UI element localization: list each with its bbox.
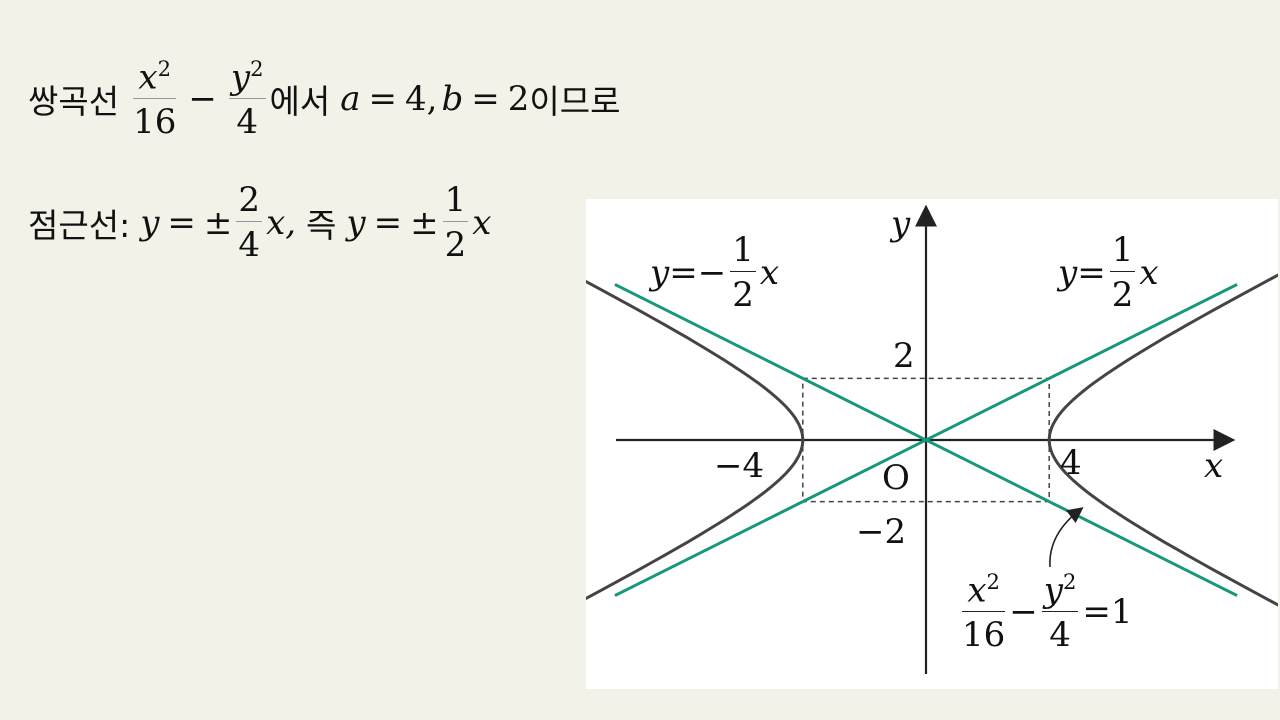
value-a: 4, <box>405 78 438 119</box>
fraction-1-over-2: 1 2 <box>442 180 469 265</box>
hyperbola-statement: 쌍곡선 x2 16 − y2 4 에서 a = 4, b = 2 이므로 <box>28 56 621 143</box>
hyperbola-figure: y x O 4 −4 2 −2 y = − 1 2 x y = 1 2 x x2… <box>586 199 1278 689</box>
var-b: b <box>441 78 464 119</box>
pointer-arrow <box>1049 507 1084 568</box>
text-therefore: 이므로 <box>529 81 621 121</box>
value-b: 2 <box>507 78 530 119</box>
hyperbola-graph <box>586 204 1278 674</box>
asymptote-label-negative: y = − 1 2 x <box>650 230 780 315</box>
fraction-x2-over-16: x2 16 <box>133 56 177 143</box>
text-hyperbola: 쌍곡선 <box>28 81 120 121</box>
text-namely: 즉 <box>306 205 337 245</box>
tick-label-x-pos: 4 <box>1060 443 1082 483</box>
var-a: a <box>340 78 361 119</box>
asymptote-label-positive: y = 1 2 x <box>1058 230 1159 315</box>
hyperbola-left-branch <box>586 279 805 601</box>
text-asymptote: 점근선: <box>28 205 131 245</box>
x-axis-label: x <box>1204 446 1224 486</box>
fraction-2-over-4: 2 4 <box>236 180 263 265</box>
fraction-y2-over-4: y2 4 <box>228 56 266 143</box>
hyperbola-right-branch <box>1047 273 1278 607</box>
asymptote-statement: 점근선: y = ± 2 4 x, 즉 y = ± 1 2 x <box>28 180 492 265</box>
tick-label-y-pos: 2 <box>893 336 915 376</box>
y-axis-label: y <box>891 204 911 244</box>
asymptote-negative <box>614 283 1238 597</box>
text-from: 에서 <box>269 81 331 121</box>
tick-label-y-neg: −2 <box>856 512 907 552</box>
hyperbola-equation-label: x2 16 − y2 4 = 1 <box>962 569 1133 656</box>
tick-label-x-neg: −4 <box>714 446 765 486</box>
origin-label: O <box>882 458 910 498</box>
minus-sign: − <box>188 78 217 119</box>
